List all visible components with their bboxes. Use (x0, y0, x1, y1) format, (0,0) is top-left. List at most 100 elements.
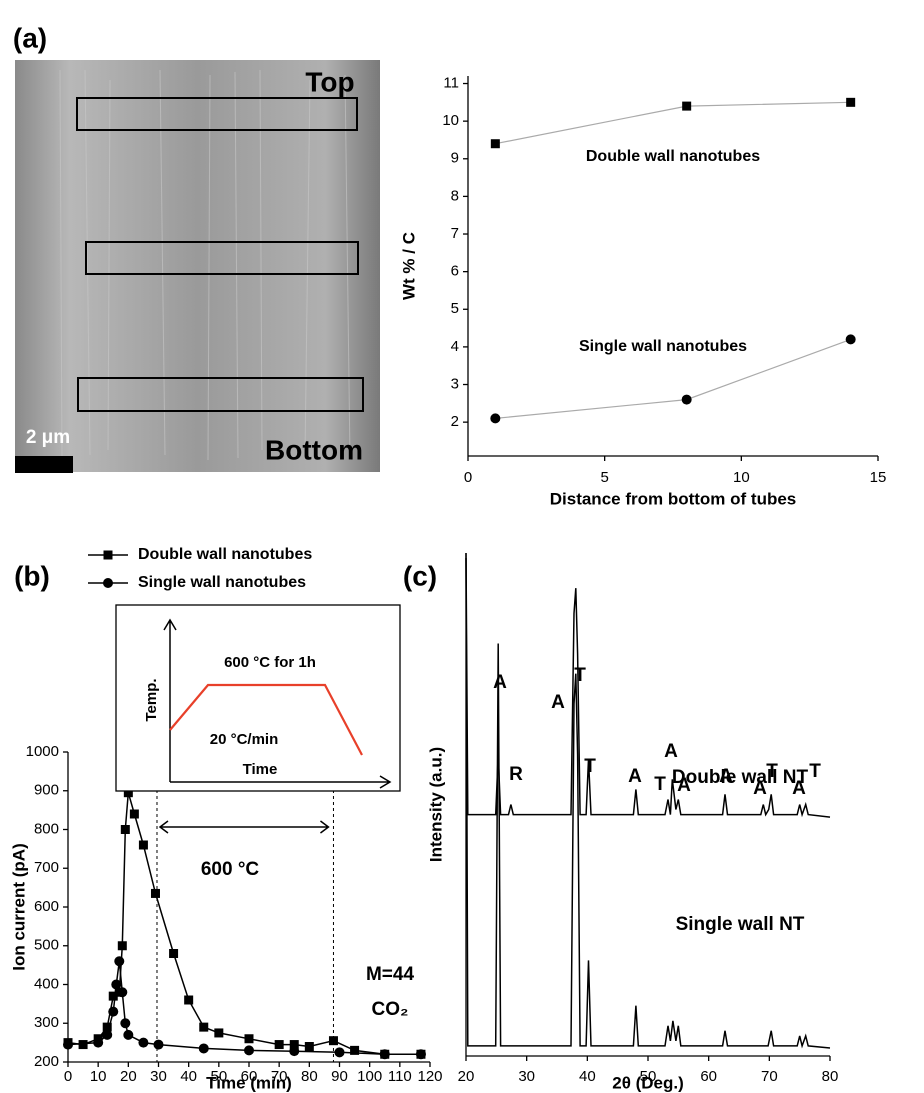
x-tick-label: 0 (64, 1068, 72, 1085)
y-tick-label: 200 (34, 1053, 59, 1070)
marker (350, 1045, 360, 1055)
x-axis-label: Time (min) (206, 1073, 292, 1092)
series-label: Double wall NT (672, 767, 809, 788)
marker (108, 1006, 119, 1017)
inset-annotation: 20 °C/min (210, 731, 279, 748)
marker (138, 1037, 149, 1048)
inset: Time Temp. 600 °C for 1h 20 °C/min (115, 604, 401, 792)
panel-label: (b) (14, 560, 50, 591)
series-line (465, 557, 831, 1049)
y-tick-label: 9 (451, 150, 459, 167)
marker (129, 809, 139, 819)
marker (123, 1029, 134, 1040)
marker (138, 840, 148, 850)
x-tick-label: 10 (733, 469, 750, 486)
legend-marker (103, 578, 113, 588)
x-tick-label: 80 (822, 1068, 839, 1085)
x-tick-label: 20 (458, 1068, 475, 1085)
annotation: A (664, 741, 678, 762)
x-tick-label: 70 (761, 1068, 778, 1085)
x-tick-label: 30 (518, 1068, 535, 1085)
y-tick-label: 6 (451, 263, 459, 280)
annotation: 600 °C (201, 859, 260, 880)
scale-label: 2 μm (26, 427, 70, 448)
marker (846, 97, 856, 107)
marker (490, 413, 501, 424)
annotation: Double wall nanotubes (586, 148, 760, 165)
marker (334, 1047, 345, 1058)
marker (150, 888, 160, 898)
marker (845, 334, 856, 345)
inset-axes (163, 618, 392, 789)
annotation: A (719, 766, 733, 787)
inset-xlabel: Time (243, 761, 278, 778)
y-tick-label: 600 (34, 898, 59, 915)
y-tick-label: 11 (443, 74, 459, 91)
x-tick-label: 5 (600, 469, 608, 486)
annotation: A (792, 778, 806, 799)
x-tick-label: 60 (241, 1068, 258, 1085)
x-tick-label: 70 (271, 1068, 288, 1085)
annotation: A (551, 692, 565, 713)
legend-marker (103, 550, 113, 560)
marker (214, 1028, 224, 1038)
marker (244, 1034, 254, 1044)
y-tick-label: 400 (34, 975, 59, 992)
bottom-label: Bottom (265, 434, 363, 465)
annotation: A (677, 775, 691, 796)
y-axis-label: Ion current (pA) (9, 843, 28, 971)
annotation: R (509, 764, 523, 785)
x-tick-label: 60 (700, 1068, 717, 1085)
marker (117, 987, 128, 998)
x-tick-label: 0 (464, 469, 472, 486)
annotation: T (654, 774, 666, 795)
x-tick-label: 50 (640, 1068, 657, 1085)
marker (117, 941, 127, 951)
x-axis-label: 2θ (Deg.) (612, 1073, 684, 1092)
marker (289, 1046, 300, 1057)
y-tick-label: 1000 (26, 743, 59, 760)
top-label: Top (305, 66, 354, 97)
x-tick-label: 40 (180, 1068, 197, 1085)
marker (289, 1040, 299, 1050)
sem-texture (59, 69, 351, 461)
marker (415, 1049, 426, 1060)
y-tick-label: 700 (34, 859, 59, 876)
y-tick-label: 7 (451, 225, 459, 242)
y-tick-label: 3 (451, 375, 459, 392)
sem-background (15, 60, 380, 472)
range-arrow (158, 820, 330, 834)
marker (63, 1039, 73, 1050)
sem-image: Top Bottom 2 μm (15, 60, 380, 473)
marker (153, 1039, 164, 1050)
marker (120, 825, 130, 834)
y-axis-label: Wt % / C (399, 232, 418, 300)
annotation: M=44 (366, 964, 414, 985)
temperature-profile (169, 683, 363, 756)
marker (114, 956, 125, 967)
marker (169, 949, 179, 958)
panel-label: (c) (403, 560, 437, 591)
annotation: T (584, 756, 596, 777)
panel-label: (a) (13, 22, 47, 53)
annotation: T (574, 665, 586, 686)
x-tick-label: 10 (90, 1068, 107, 1085)
marker (199, 1022, 209, 1032)
x-tick-label: 15 (870, 469, 887, 486)
marker (111, 979, 122, 990)
series-line (465, 552, 831, 818)
annotation: A (753, 778, 767, 799)
x-axis-label: Distance from bottom of tubes (550, 489, 797, 508)
marker (93, 1037, 104, 1048)
marker (328, 1036, 338, 1046)
x-tick-label: 20 (120, 1068, 137, 1085)
x-tick-label: 110 (388, 1068, 412, 1085)
annotation: A (493, 672, 507, 693)
marker (274, 1040, 284, 1050)
legend-label: Single wall nanotubes (138, 574, 306, 591)
series-line (495, 101, 851, 145)
x-tick-label: 40 (579, 1068, 596, 1085)
inset-annotation: 600 °C for 1h (224, 654, 316, 671)
y-tick-label: 900 (34, 782, 59, 799)
marker (304, 1042, 314, 1051)
